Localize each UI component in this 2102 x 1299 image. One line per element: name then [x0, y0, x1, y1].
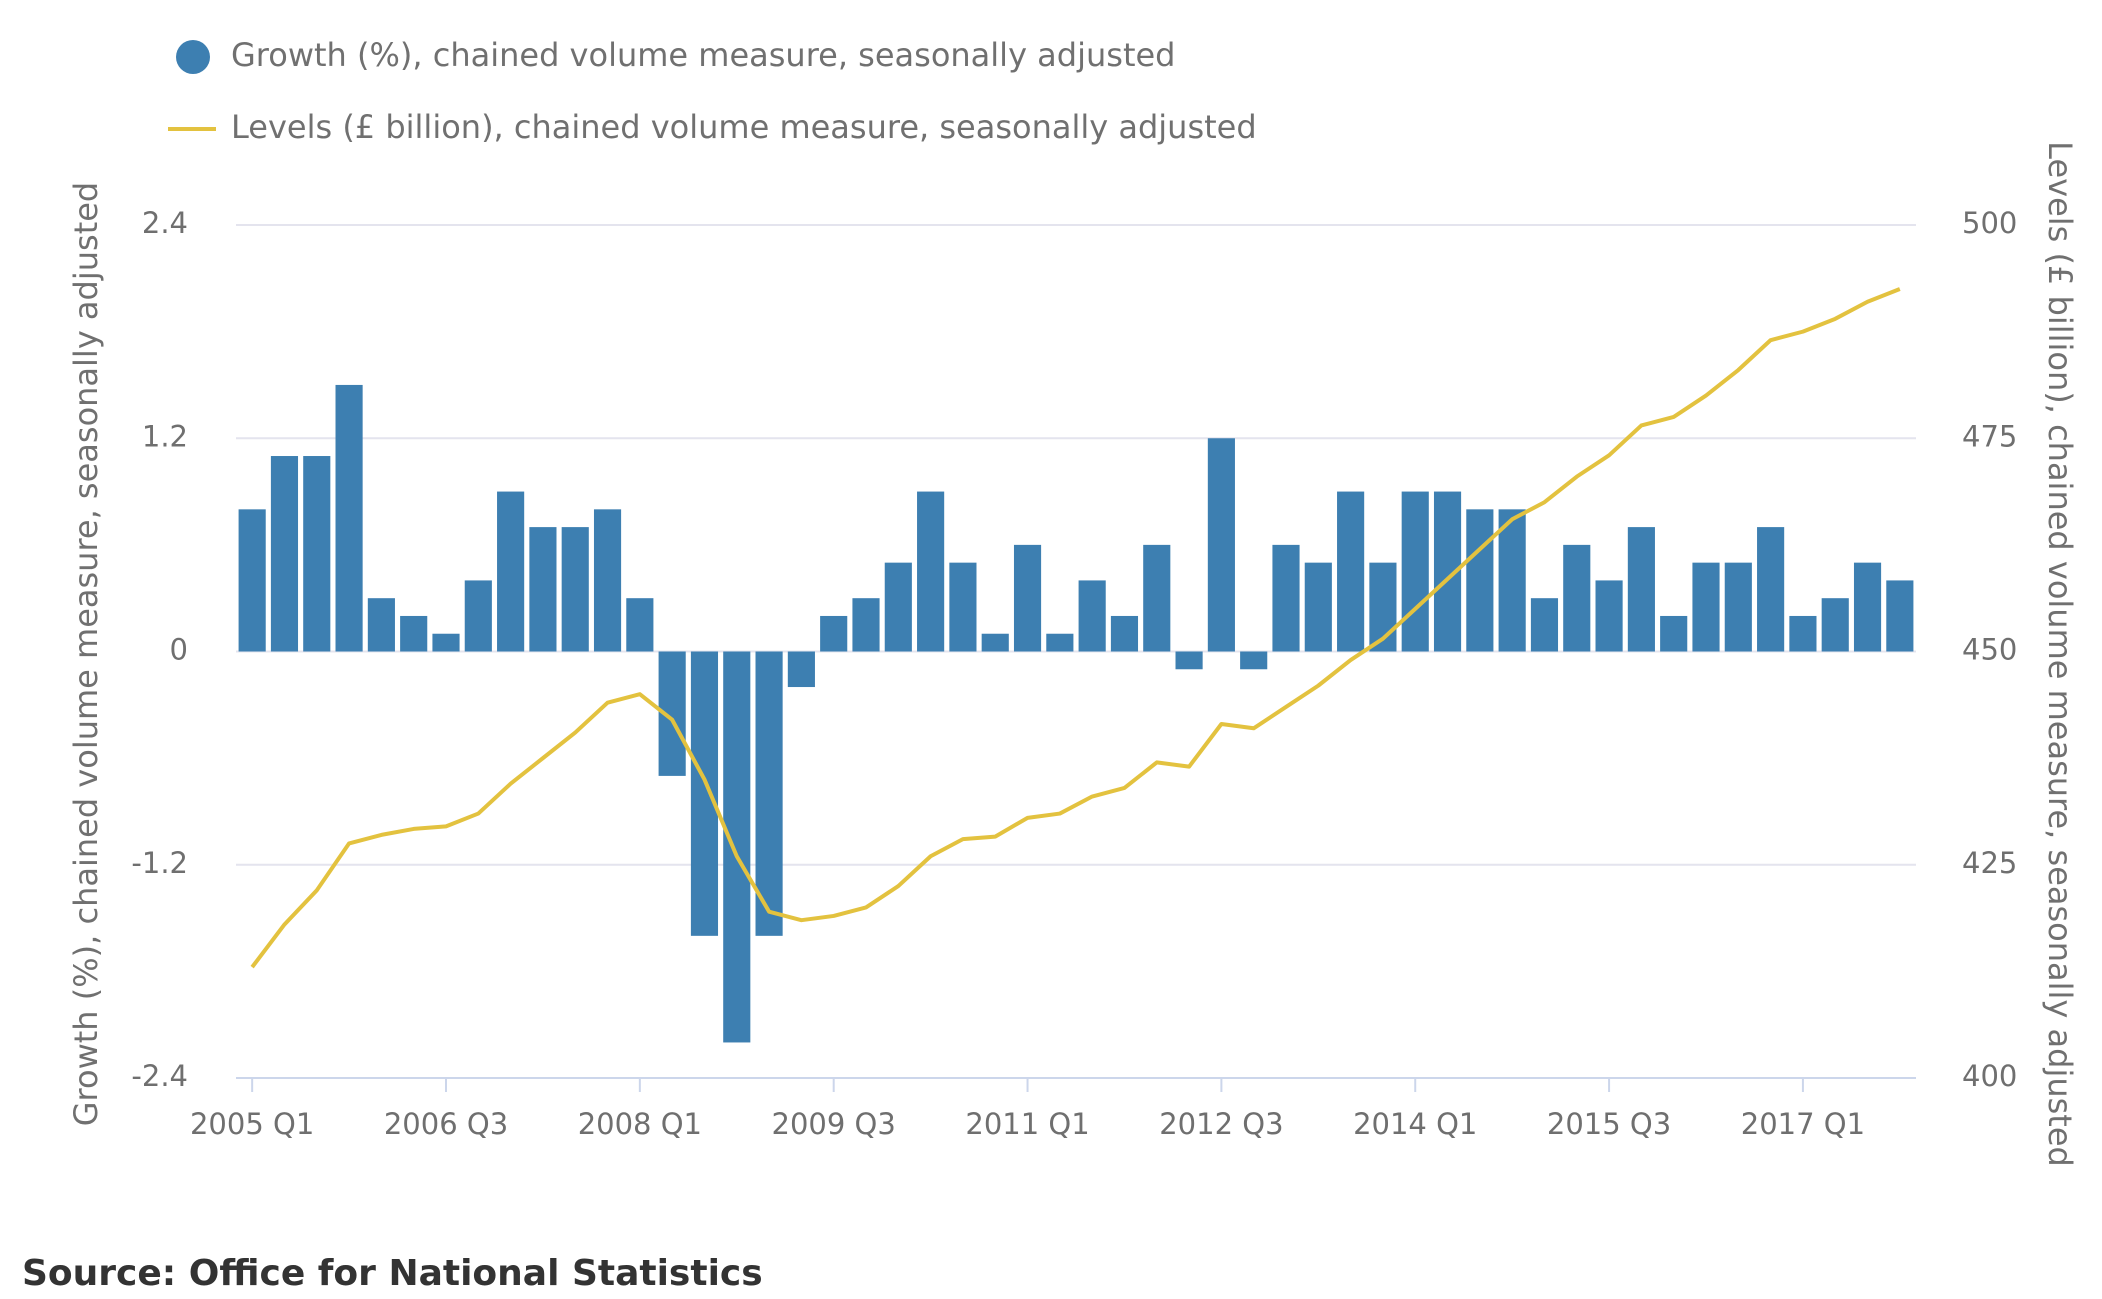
y-tick-label: 2.4 [142, 206, 188, 240]
bar [723, 651, 751, 1043]
bar [1046, 633, 1074, 652]
bar [1337, 491, 1365, 652]
bar [497, 491, 525, 652]
bar [561, 527, 589, 652]
y2-tick-label: 425 [1962, 846, 2017, 880]
bar [1692, 562, 1720, 652]
line [250, 287, 1901, 969]
x-tick-label: 2011 Q1 [965, 1107, 1089, 1141]
y-tick-label: 1.2 [142, 419, 188, 453]
x-tick-label: 2012 Q3 [1159, 1107, 1283, 1141]
bar [690, 651, 719, 936]
y-tick-label: 0 [170, 633, 188, 667]
bar [1595, 580, 1623, 652]
y2-tick-label: 475 [1962, 419, 2017, 453]
bar [626, 598, 654, 652]
bar [400, 615, 428, 652]
legend-label: Growth (%), chained volume measure, seas… [231, 36, 1175, 74]
bar [1207, 438, 1235, 652]
bar [1724, 562, 1752, 652]
bar [755, 651, 783, 936]
bar [1627, 527, 1655, 652]
bar [1563, 544, 1591, 652]
y2-axis-title: Levels (£ billion), chained volume measu… [2041, 141, 2079, 1167]
x-tick-label: 2009 Q3 [772, 1107, 896, 1141]
bar [852, 598, 880, 652]
legend-label: Levels (£ billion), chained volume measu… [231, 108, 1257, 146]
bar [238, 509, 266, 652]
x-tick-label: 2014 Q1 [1353, 1107, 1477, 1141]
bar [1110, 615, 1139, 652]
bar [1466, 509, 1494, 652]
bar [1660, 615, 1688, 652]
bar [1853, 562, 1882, 652]
bar [270, 456, 299, 652]
y2-tick-label: 450 [1962, 633, 2017, 667]
bar [1175, 651, 1203, 670]
bar [949, 562, 977, 652]
bar [820, 615, 848, 652]
bar [1143, 544, 1171, 652]
bar [335, 384, 363, 652]
bar [1304, 562, 1332, 652]
bar [303, 456, 331, 652]
bar [367, 598, 395, 652]
bar [432, 633, 460, 652]
bar [1240, 651, 1268, 670]
bar [529, 527, 557, 652]
bar [1498, 509, 1526, 652]
y-tick-label: -1.2 [131, 846, 188, 880]
bar [981, 633, 1009, 652]
bar [1757, 527, 1785, 652]
y-axis-title: Growth (%), chained volume measure, seas… [67, 182, 105, 1126]
legend-marker [176, 40, 210, 74]
bar [1821, 598, 1849, 652]
bar [1272, 544, 1300, 652]
y2-tick-label: 400 [1962, 1059, 2017, 1093]
bar [1886, 580, 1914, 652]
bar [787, 651, 815, 688]
bar [1013, 544, 1042, 652]
x-tick-label: 2015 Q3 [1547, 1107, 1671, 1141]
x-tick-label: 2017 Q1 [1741, 1107, 1865, 1141]
bar [884, 562, 912, 652]
y-tick-label: -2.4 [131, 1059, 188, 1093]
bar [1789, 615, 1817, 652]
x-tick-label: 2008 Q1 [578, 1107, 702, 1141]
y2-tick-label: 500 [1962, 206, 2017, 240]
bar [1078, 580, 1106, 652]
x-tick-label: 2006 Q3 [384, 1107, 508, 1141]
bar [1530, 598, 1559, 652]
bar [1401, 491, 1429, 652]
bar [917, 491, 945, 652]
bar [593, 509, 622, 652]
source: Source: Office for National Statistics [22, 1253, 763, 1294]
bar [464, 580, 492, 652]
x-tick-label: 2005 Q1 [190, 1107, 314, 1141]
